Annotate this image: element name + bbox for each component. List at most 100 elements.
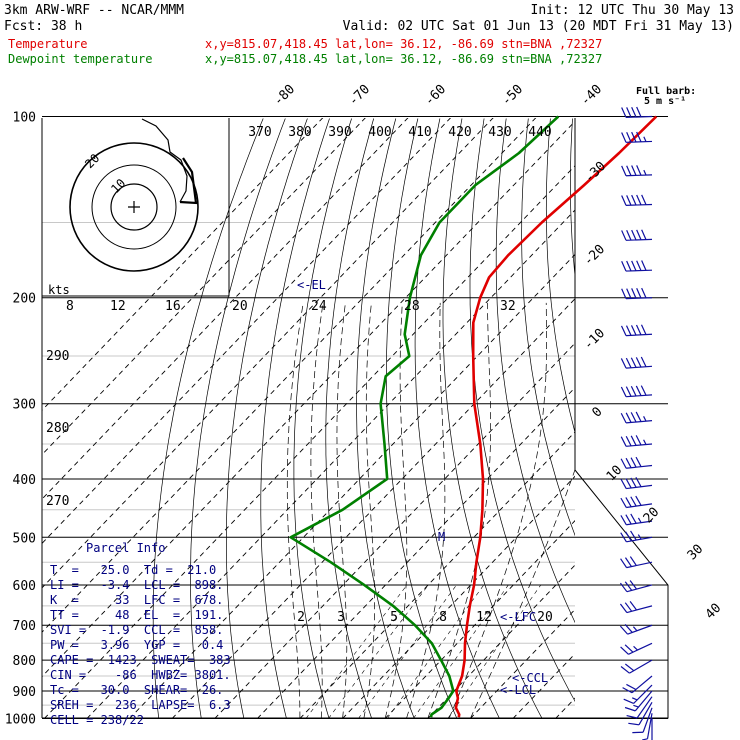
wind-barb [621, 229, 653, 241]
wind-barb-staff [625, 140, 653, 143]
pressure-tick-label: 100 [13, 111, 36, 126]
pressure-tick-label: 600 [13, 579, 36, 594]
wind-key-title: Full barb: [636, 86, 696, 97]
hodograph-speed-label: 32 [500, 299, 516, 314]
dry-adiabat [521, 118, 575, 537]
wind-barb-staff [628, 642, 653, 655]
moist-adiabat [310, 302, 324, 718]
wind-barb-feather [641, 260, 647, 271]
wind-barb [620, 513, 653, 526]
wind-barb-feather [619, 582, 628, 593]
pressure-tick-label: 300 [13, 398, 36, 413]
wind-barb-feather [626, 260, 632, 272]
wind-barb-feather [620, 478, 627, 489]
isotherm [342, 475, 575, 718]
wind-barb-feather [625, 497, 632, 508]
dry-adiabat [469, 118, 575, 702]
wind-barb [626, 696, 653, 719]
pressure-tick-label: 500 [13, 531, 36, 546]
wind-barb-staff [646, 713, 653, 739]
hodograph-kts-label: kts [48, 283, 70, 297]
isotherm-label: -10 [581, 326, 608, 353]
wind-barb-feather [636, 229, 642, 241]
wind-barb-staff [626, 484, 653, 490]
dry-adiabat [325, 118, 375, 718]
wind-barb-feather [620, 436, 627, 447]
wind-barb-feather [635, 385, 642, 396]
theta-label: 390 [328, 125, 351, 140]
wind-barb-feather [631, 260, 637, 271]
wind-barb-staff [631, 675, 653, 694]
wind-barbs [619, 106, 653, 740]
wind-barb-feather [625, 412, 632, 423]
wind-barb [620, 530, 653, 543]
mixing-ratio-label: 5 [390, 610, 398, 625]
parcel-row: SVI = -1.9 CCL = 858. [50, 623, 223, 637]
wind-barb-feather [624, 581, 633, 591]
wind-barb-staff [626, 443, 653, 447]
wind-barb-staff [627, 624, 653, 635]
lcl-marker: <-LCL [500, 683, 536, 697]
wind-barb [651, 718, 653, 740]
wind-barb-feather [630, 325, 637, 336]
isotherm [42, 118, 324, 411]
wind-barb-feather [620, 497, 627, 508]
wind-barb-staff [626, 420, 653, 424]
hodograph-speed-label: 12 [110, 299, 126, 314]
isotherm-label: -50 [499, 82, 526, 109]
wind-barb-feather [636, 194, 642, 206]
wind-barb-staff [626, 520, 653, 526]
wind-barb-feather [640, 385, 647, 396]
isotherm [214, 342, 575, 718]
wind-barb-feather [621, 230, 627, 241]
wind-barb [620, 385, 653, 398]
forecast-hour: Fcst: 38 h [4, 19, 82, 34]
wind-barb-staff [626, 333, 653, 337]
dry-adiabat [442, 118, 543, 718]
moist-adiabat [384, 302, 408, 718]
wind-barb-feather [625, 357, 632, 369]
wind-key-value: 5 m s⁻¹ [644, 96, 686, 107]
wind-barb-feather [624, 557, 632, 567]
ccl-marker: <-CCL [512, 671, 548, 685]
wind-barb [620, 556, 653, 569]
wind-barb-staff [625, 238, 653, 241]
wind-barb-feather [624, 624, 633, 633]
wind-barb-feather [626, 230, 632, 241]
wind-barb-feather [636, 131, 642, 143]
wind-barb [624, 690, 653, 712]
wind-barb-feather [621, 165, 627, 176]
dry-adiabat [495, 118, 575, 624]
dry-adiabat [226, 118, 308, 718]
parcel-row: LI = -3.4 LCL = 898. [50, 578, 223, 592]
wind-barb [619, 624, 653, 635]
wind-barb-feather [625, 478, 632, 489]
wind-barb-feather [635, 357, 642, 368]
wind-barb-feather [637, 517, 642, 523]
isotherm-label: -40 [578, 82, 605, 109]
wind-barb-feather [631, 131, 637, 143]
wind-barb-feather [641, 229, 647, 240]
isotherm-label: 20 [641, 505, 663, 527]
dry-adiabat [385, 118, 458, 718]
wind-barb-feather [624, 644, 634, 653]
wind-barb-feather [626, 107, 632, 118]
wind-barb-feather [621, 195, 627, 206]
wind-barb [621, 194, 653, 206]
theta-label: 440 [528, 125, 551, 140]
wind-barb-feather [632, 626, 638, 632]
mixing-ratio-label: 8 [439, 610, 447, 625]
grid-clip [42, 118, 575, 718]
wind-barb-feather [643, 169, 647, 176]
wind-barb-feather [633, 645, 638, 651]
theta-label: 410 [408, 125, 431, 140]
wind-barb-staff [625, 174, 653, 177]
legend-dewpoint-location: x,y=815.07,418.45 lat,lon= 36.12, -86.69… [205, 52, 602, 66]
wind-barb-staff [636, 696, 653, 719]
wind-barb-staff [626, 365, 653, 369]
wind-barb-staff [633, 684, 653, 704]
isotherm-label: -20 [581, 242, 608, 269]
isotherm-label: -80 [271, 82, 298, 109]
lower-frame [42, 469, 669, 719]
parcel-info-panel: Parcel Info T = 25.0 Td = 21.0 LI = -3.4… [50, 541, 231, 727]
